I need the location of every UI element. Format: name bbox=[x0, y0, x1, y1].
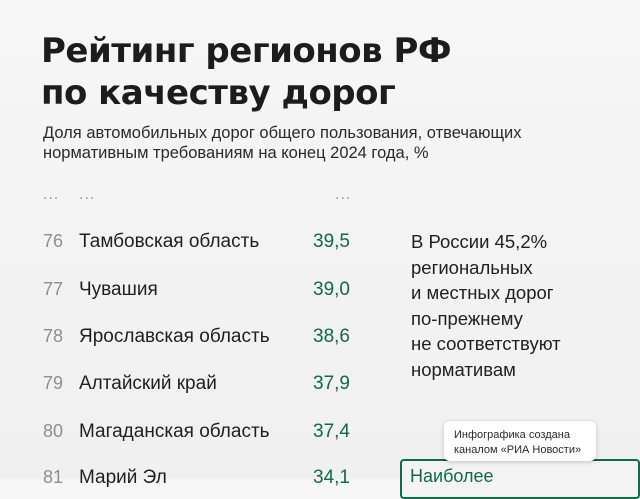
value-cell: 37,4 bbox=[313, 421, 350, 442]
ellipsis-value: ... bbox=[335, 186, 352, 203]
region-cell: Алтайский край bbox=[79, 373, 217, 394]
rank-cell: 78 bbox=[43, 326, 64, 346]
table-row: 79 Алтайский край 37,9 bbox=[0, 373, 380, 403]
rank-cell: 80 bbox=[43, 421, 64, 441]
credit-line-2: каналом «РИА Новости» bbox=[454, 444, 582, 456]
note-line-6: нормативам bbox=[411, 358, 516, 380]
most-section-label: Наиболее bbox=[410, 466, 494, 486]
page-title: Рейтинг регионов РФ по качеству дорог bbox=[41, 30, 452, 114]
note-line-1: В России 45,2% bbox=[411, 231, 548, 252]
rank-cell: 77 bbox=[43, 279, 64, 299]
value-cell: 37,9 bbox=[313, 373, 350, 394]
credit-line-1: Инфографика создана bbox=[454, 429, 570, 441]
ellipsis-rank: ... bbox=[43, 186, 60, 203]
info-note: В России 45,2% региональных и местных до… bbox=[411, 229, 561, 382]
ellipsis-name: ... bbox=[79, 186, 96, 203]
rank-cell: 76 bbox=[43, 231, 64, 251]
region-cell: Магаданская область bbox=[79, 421, 270, 442]
region-cell: Ярославская область bbox=[79, 326, 270, 347]
table-row: 81 Марий Эл 34,1 bbox=[0, 467, 380, 497]
table-row: 76 Тамбовская область 39,5 bbox=[0, 231, 380, 261]
value-cell: 39,5 bbox=[313, 231, 350, 252]
value-cell: 38,6 bbox=[313, 326, 350, 347]
credit-tooltip: Инфографика создана каналом «РИА Новости… bbox=[444, 421, 596, 461]
title-line-2: по качеству дорог bbox=[41, 73, 396, 113]
subtitle-line-1: Доля автомобильных дорог общего пользова… bbox=[43, 124, 522, 142]
note-line-2: региональных bbox=[411, 256, 533, 278]
region-cell: Чувашия bbox=[79, 279, 158, 300]
subtitle: Доля автомобильных дорог общего пользова… bbox=[43, 123, 522, 163]
value-cell: 39,0 bbox=[313, 279, 350, 300]
region-cell: Тамбовская область bbox=[79, 231, 260, 252]
table-row: 77 Чувашия 39,0 bbox=[0, 279, 380, 309]
value-cell: 34,1 bbox=[313, 467, 350, 488]
region-cell: Марий Эл bbox=[79, 467, 167, 488]
note-line-4: по-прежнему bbox=[411, 307, 523, 329]
title-line-1: Рейтинг регионов РФ bbox=[41, 31, 452, 71]
note-line-3: и местных дорог bbox=[411, 282, 554, 303]
most-section-box: Наиболее bbox=[400, 459, 640, 499]
subtitle-line-2: нормативным требованиям на конец 2024 го… bbox=[43, 144, 429, 162]
rank-cell: 79 bbox=[43, 373, 64, 393]
table-row: 80 Магаданская область 37,4 bbox=[0, 421, 380, 451]
note-line-5: не соответствуют bbox=[411, 333, 561, 354]
rank-cell: 81 bbox=[43, 467, 64, 487]
table-row: 78 Ярославская область 38,6 bbox=[0, 326, 380, 356]
